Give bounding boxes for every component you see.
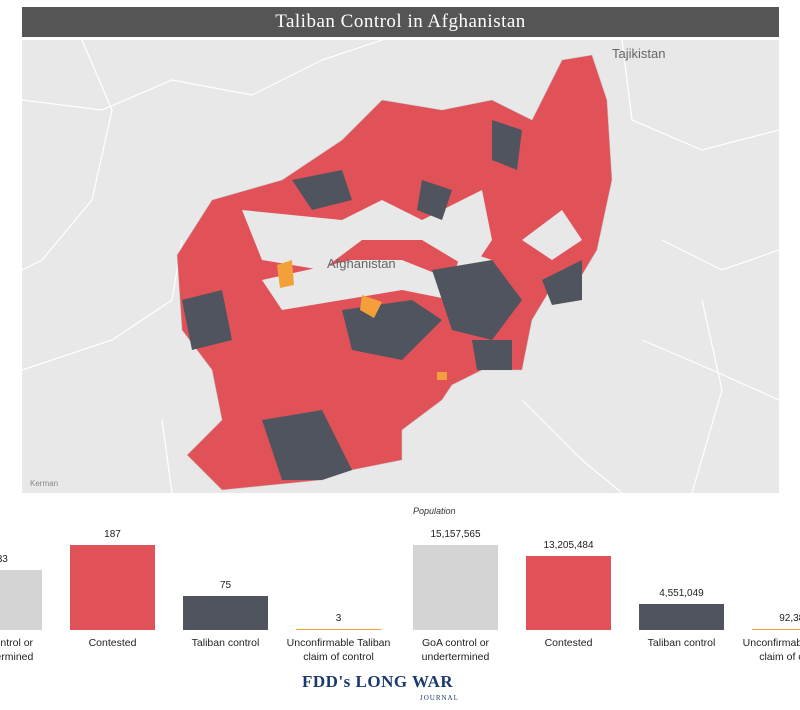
value-label: 133 [0, 553, 8, 565]
map: Tajikistan Afghanistan Kerman [22, 40, 779, 493]
category-label: Contested [88, 637, 137, 649]
bar [0, 569, 42, 630]
category-label: Unconfirmable Taliban claim of control [742, 637, 800, 663]
bar [296, 628, 381, 630]
chart-subtitle: Population [413, 506, 456, 516]
bar [183, 595, 268, 630]
title-bar: Taliban Control in Afghanistan [22, 7, 779, 37]
districts [176, 54, 613, 491]
logo-sub: JOURNAL [420, 694, 459, 702]
value-label: 187 [104, 529, 121, 540]
category-label: GoA control or undertermined [0, 637, 34, 663]
map-label: Afghanistan [327, 256, 396, 271]
value-label: 92,385 [779, 612, 800, 624]
borders [22, 40, 779, 493]
category-label: Contested [544, 637, 593, 649]
category-label: Unconfirmable Taliban claim of control [286, 637, 391, 663]
value-label: 13,205,484 [543, 539, 594, 551]
value-label: 4,551,049 [659, 588, 704, 600]
map-label: Tajikistan [612, 46, 665, 61]
bar [752, 628, 800, 630]
bar [639, 604, 724, 630]
bar [526, 555, 611, 630]
category-label: Taliban control [191, 637, 260, 649]
value-label: 3 [335, 612, 342, 624]
value-label: 75 [219, 579, 232, 591]
value-label: 15,157,565 [430, 529, 481, 540]
map-label: Kerman [30, 479, 58, 488]
bar [70, 545, 155, 630]
category-label: Taliban control [647, 637, 716, 649]
logo: FDD's LONG WAR [302, 672, 454, 691]
category-label: GoA control or undertermined [421, 637, 490, 663]
bar [413, 545, 498, 630]
